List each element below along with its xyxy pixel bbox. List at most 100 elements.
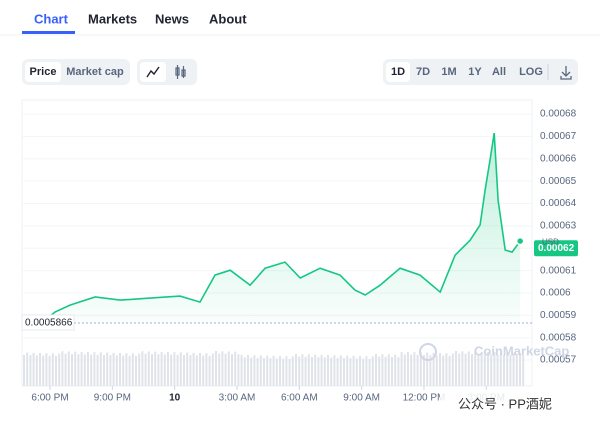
volume-bar [327, 355, 329, 386]
volume-bar [208, 355, 211, 386]
volume-bar [384, 356, 387, 386]
volume-bar [128, 355, 131, 386]
tab[interactable]: News [155, 11, 189, 26]
toggle-active [25, 62, 61, 82]
volume-bar [272, 355, 275, 386]
tab[interactable]: Markets [88, 11, 137, 26]
volume-bar [96, 354, 99, 386]
volume-bar [237, 354, 240, 386]
volume-bar [509, 355, 512, 386]
tab[interactable]: Chart [34, 11, 69, 26]
volume-bar [109, 355, 112, 386]
volume-bar [496, 354, 499, 386]
volume-bar [51, 353, 54, 386]
volume-bar [141, 351, 144, 386]
volume-bar [269, 358, 272, 386]
x-tick-label: 3:00 AM [219, 393, 256, 404]
plot-border [21, 99, 533, 387]
range-button[interactable]: 1M [441, 66, 456, 78]
range-button[interactable]: LOG [519, 66, 543, 78]
range-button[interactable]: All [492, 66, 506, 78]
volume-bar [42, 355, 45, 386]
volume-bar [314, 354, 317, 386]
volume-bar [349, 358, 352, 386]
area [22, 133, 521, 325]
volume-bar [480, 351, 483, 386]
reference-label: 0.0005866 [25, 318, 73, 329]
range-button[interactable]: 7D [416, 66, 430, 78]
volume-bar [445, 353, 448, 386]
volume-bar [74, 351, 77, 386]
range-button[interactable]: 1Y [468, 66, 482, 78]
volume-bar [522, 355, 525, 386]
volume-bar [519, 353, 521, 386]
price-tag-label: 0.00062 [538, 243, 575, 254]
download-button[interactable] [560, 66, 572, 80]
candle-icon[interactable] [175, 65, 186, 79]
volume-bar [39, 353, 41, 386]
volume-bar [304, 356, 307, 386]
volume-bar [298, 356, 301, 386]
volume-bar [330, 357, 333, 386]
volume-bar [413, 352, 416, 386]
volume-bar [147, 351, 150, 386]
toggle-button[interactable]: Market cap [66, 66, 124, 78]
volume-bar [419, 352, 422, 386]
y-tick-label: 0.00063 [540, 221, 577, 232]
range-active [386, 62, 410, 82]
volume-bar [199, 353, 201, 386]
volume-bar [467, 351, 470, 386]
range-button[interactable]: 1D [391, 66, 405, 78]
volume-bar [295, 354, 297, 386]
price-tag [534, 240, 578, 257]
volume-bar [458, 353, 461, 386]
volume-bar [365, 356, 368, 386]
volume-bar [493, 352, 496, 386]
volume-bar [45, 353, 48, 386]
volume-bar [23, 355, 25, 386]
volume-bar [125, 353, 128, 386]
volume-bar [167, 352, 169, 386]
volume-bar [243, 357, 246, 386]
volume-bar [512, 352, 515, 386]
volume-bar [29, 355, 32, 386]
volume-bar [163, 354, 166, 386]
volume-bar [266, 355, 269, 386]
volume-bar [192, 352, 195, 386]
price-line [21, 132, 521, 326]
volume-bar [61, 351, 64, 386]
volume-bar [93, 352, 96, 386]
line-style-button[interactable] [140, 62, 166, 82]
toggle-button[interactable]: Price [30, 66, 57, 78]
volume-bar [474, 351, 477, 386]
last-point [515, 236, 525, 246]
tab[interactable]: About [209, 11, 247, 26]
volume-bar [221, 351, 224, 386]
volume-bar [301, 354, 304, 386]
volume-bar [343, 358, 345, 386]
volume-bar [400, 351, 403, 386]
volume-bar [282, 358, 285, 386]
volume-bar [403, 354, 406, 386]
volume-bar [378, 356, 381, 386]
volume-bar [371, 356, 374, 386]
volume-bar [416, 354, 419, 386]
volume-bar [186, 352, 189, 386]
y-tick-label: 0.00059 [540, 310, 577, 321]
volume-bar [477, 354, 480, 386]
volume-bar [103, 355, 105, 386]
volume-bar [151, 354, 153, 386]
volume-bar [448, 355, 451, 386]
volume-bar [71, 354, 73, 386]
volume-bar [80, 351, 83, 386]
volume-bar [391, 357, 393, 386]
x-tick-label: 9:00 AM [343, 393, 380, 404]
volume-bar [247, 355, 249, 386]
volume-bar [250, 357, 253, 386]
reference-tag [21, 314, 75, 331]
volume-bar [195, 355, 198, 386]
volume-bar [202, 355, 205, 386]
x-tick-label: 9:00 PM [94, 393, 131, 404]
volume-bar [464, 353, 467, 386]
x-tick-label: 12:00 PM [403, 393, 446, 404]
